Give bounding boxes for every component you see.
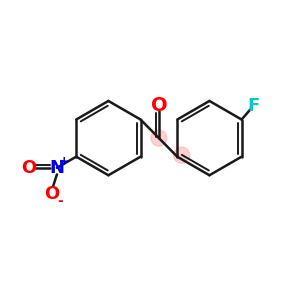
Text: N: N bbox=[50, 159, 64, 177]
Text: O: O bbox=[44, 185, 59, 203]
Text: F: F bbox=[247, 97, 259, 115]
Text: O: O bbox=[21, 159, 36, 177]
Circle shape bbox=[174, 147, 190, 163]
Text: O: O bbox=[151, 96, 167, 115]
Text: +: + bbox=[58, 155, 69, 168]
Text: -: - bbox=[57, 194, 63, 208]
Circle shape bbox=[151, 130, 167, 146]
